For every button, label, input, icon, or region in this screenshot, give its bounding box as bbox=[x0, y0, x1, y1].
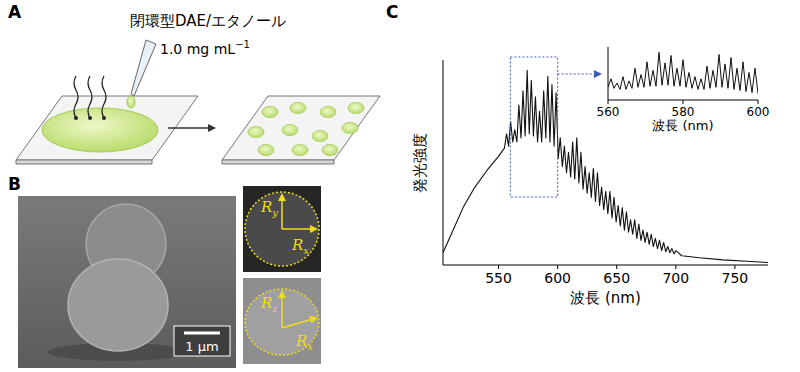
inset-chart: 560 580 600 波長 (nm) bbox=[597, 47, 770, 133]
sem-image bbox=[18, 196, 236, 368]
concentration-exponent: −1 bbox=[235, 39, 250, 50]
solution-drop bbox=[42, 108, 158, 152]
x-tick bbox=[734, 265, 735, 269]
data-group bbox=[608, 52, 758, 93]
figure: A閉環型DAE/エタノール1.0 mg mL−1B1 μmRyRxRzRxC55… bbox=[0, 0, 800, 372]
microsphere bbox=[348, 103, 364, 114]
radius-subscript: x bbox=[303, 245, 309, 256]
x-tick-label: 650 bbox=[603, 270, 630, 286]
outline-ellipse bbox=[245, 289, 319, 355]
radius-arrow bbox=[281, 195, 283, 229]
spectrum-chart: 550 600 650 700 750 波長 (nm) 発光強度 bbox=[411, 60, 768, 307]
panel-label: B bbox=[8, 174, 21, 194]
microsphere bbox=[320, 107, 336, 118]
x-axis-label: 波長 (nm) bbox=[652, 118, 713, 133]
x-tick bbox=[616, 265, 617, 269]
y-axis bbox=[443, 60, 444, 265]
x-tick-label: 750 bbox=[722, 270, 749, 286]
x-tick bbox=[675, 265, 676, 269]
x-tick-label: 600 bbox=[544, 270, 571, 286]
glass-slide bbox=[222, 96, 380, 160]
molecule-head bbox=[102, 116, 106, 120]
panel-a: A 閉環型DAE/エタノール 1.0 mg mL−1 bbox=[8, 2, 380, 164]
process-arrow bbox=[168, 127, 214, 129]
x-tick bbox=[557, 265, 558, 269]
x-tick-label: 700 bbox=[662, 270, 689, 286]
x-tick bbox=[758, 100, 759, 104]
scale-bar bbox=[184, 332, 220, 335]
concentration-text: 1.0 mg mL bbox=[160, 41, 235, 57]
zoom-arrow bbox=[558, 74, 600, 75]
molecule-head bbox=[88, 116, 92, 120]
pipette-drop bbox=[127, 96, 135, 108]
radius-symbol: R bbox=[295, 332, 307, 350]
panel-b: B1 μmRyRxRzRx bbox=[8, 174, 321, 368]
microsphere bbox=[282, 125, 298, 136]
concentration: 1.0 mg mL−1 bbox=[160, 39, 250, 57]
outline-circle bbox=[245, 192, 319, 266]
radius-label: Ry bbox=[260, 198, 278, 218]
microsphere bbox=[248, 127, 264, 138]
radius-arrow bbox=[282, 318, 316, 328]
x-axis-label: 波長 (nm) bbox=[570, 289, 641, 307]
zoom-box bbox=[510, 57, 557, 197]
radius-symbol: R bbox=[291, 236, 303, 254]
radius-subscript: y bbox=[271, 207, 278, 218]
microsphere bbox=[262, 107, 278, 118]
pipette bbox=[131, 40, 156, 96]
x-tick bbox=[683, 100, 684, 104]
spectrum-line bbox=[443, 70, 768, 262]
radius-symbol: R bbox=[260, 198, 272, 216]
x-tick bbox=[498, 265, 499, 269]
x-tick-label: 580 bbox=[672, 105, 695, 119]
microsphere bbox=[292, 145, 308, 156]
top-view-image bbox=[243, 186, 321, 272]
radius-arrow bbox=[281, 292, 283, 328]
scale-bar-label: 1 μm bbox=[185, 339, 218, 354]
x-tick-label: 550 bbox=[485, 270, 512, 286]
radius-arrow bbox=[282, 228, 316, 230]
microsphere bbox=[258, 145, 274, 156]
y-axis-label: 発光強度 bbox=[411, 133, 429, 193]
sphere bbox=[68, 259, 168, 351]
glass-slide-edge bbox=[16, 160, 152, 164]
molecule-chain bbox=[102, 76, 106, 118]
data-group bbox=[443, 70, 768, 262]
microsphere bbox=[312, 131, 328, 142]
x-tick-label: 560 bbox=[597, 105, 620, 119]
glass-slide-edge bbox=[222, 160, 334, 164]
radius-subscript: x bbox=[307, 341, 313, 352]
panel-label: A bbox=[8, 2, 22, 22]
side-view-image bbox=[243, 278, 321, 364]
panel-c: C 550 600 650 700 750 波長 (nm) 発光強度 560 580 600 波長 (… bbox=[386, 2, 769, 307]
molecule-chain bbox=[74, 76, 78, 118]
molecule-chain bbox=[88, 76, 92, 118]
x-tick bbox=[608, 100, 609, 104]
spectrum-line bbox=[608, 52, 758, 93]
microsphere bbox=[342, 123, 358, 134]
panel-label: C bbox=[386, 2, 398, 22]
x-axis bbox=[443, 265, 768, 266]
radius-label: Rx bbox=[295, 332, 313, 352]
scale-bar-box bbox=[174, 326, 230, 356]
radius-subscript: z bbox=[271, 303, 278, 314]
solution-label: 閉環型DAE/エタノール bbox=[130, 12, 286, 30]
radius-label: Rx bbox=[291, 236, 309, 256]
microsphere bbox=[290, 103, 306, 114]
microsphere bbox=[322, 145, 338, 156]
x-tick-label: 600 bbox=[747, 105, 770, 119]
radius-label: Rz bbox=[260, 294, 278, 314]
y-axis bbox=[608, 47, 609, 100]
radius-symbol: R bbox=[260, 294, 272, 312]
molecule-head bbox=[74, 116, 78, 120]
